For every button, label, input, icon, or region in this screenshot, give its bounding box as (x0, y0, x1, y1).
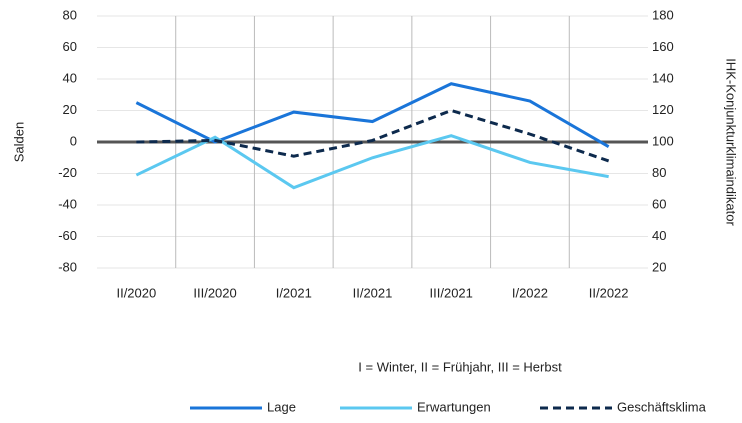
legend-label: Lage (267, 399, 296, 414)
y2-tick-label: 80 (652, 165, 666, 180)
x-tick-label: II/2020 (116, 285, 156, 300)
x-tick-label: III/2021 (430, 285, 473, 300)
y-tick-label: -20 (58, 165, 77, 180)
series-line (135, 82, 610, 149)
x-tick-label: II/2022 (589, 285, 629, 300)
y2-tick-label: 40 (652, 228, 666, 243)
y2-tick-label: 180 (652, 7, 674, 22)
y-tick-label: 60 (63, 39, 77, 54)
y-tick-label: 0 (70, 133, 77, 148)
y-tick-label: -80 (58, 259, 77, 274)
x-tick-label: I/2021 (276, 285, 312, 300)
x-tick-label: III/2020 (193, 285, 236, 300)
legend-label: Erwartungen (417, 399, 491, 414)
x-tick-label: II/2021 (353, 285, 393, 300)
series-line (136, 108, 610, 163)
y2-tick-label: 140 (652, 70, 674, 85)
y2-axis-label: IHK-Konjunkturklimaindikator (724, 58, 739, 226)
y-tick-label: -40 (58, 196, 77, 211)
y-tick-label: -60 (58, 228, 77, 243)
x-tick-label: I/2022 (512, 285, 548, 300)
y2-tick-label: 160 (652, 39, 674, 54)
y2-tick-label: 60 (652, 196, 666, 211)
y2-tick-label: 20 (652, 259, 666, 274)
annotation: I = Winter, II = Frühjahr, III = Herbst (358, 359, 562, 374)
y2-tick-label: 120 (652, 102, 674, 117)
y-tick-label: 80 (63, 7, 77, 22)
y-tick-label: 40 (63, 70, 77, 85)
series-line (135, 134, 609, 190)
y-axis-label: Salden (11, 122, 26, 162)
legend-label: Geschäftsklima (617, 399, 707, 414)
y-tick-label: 20 (63, 102, 77, 117)
y2-tick-label: 100 (652, 133, 674, 148)
